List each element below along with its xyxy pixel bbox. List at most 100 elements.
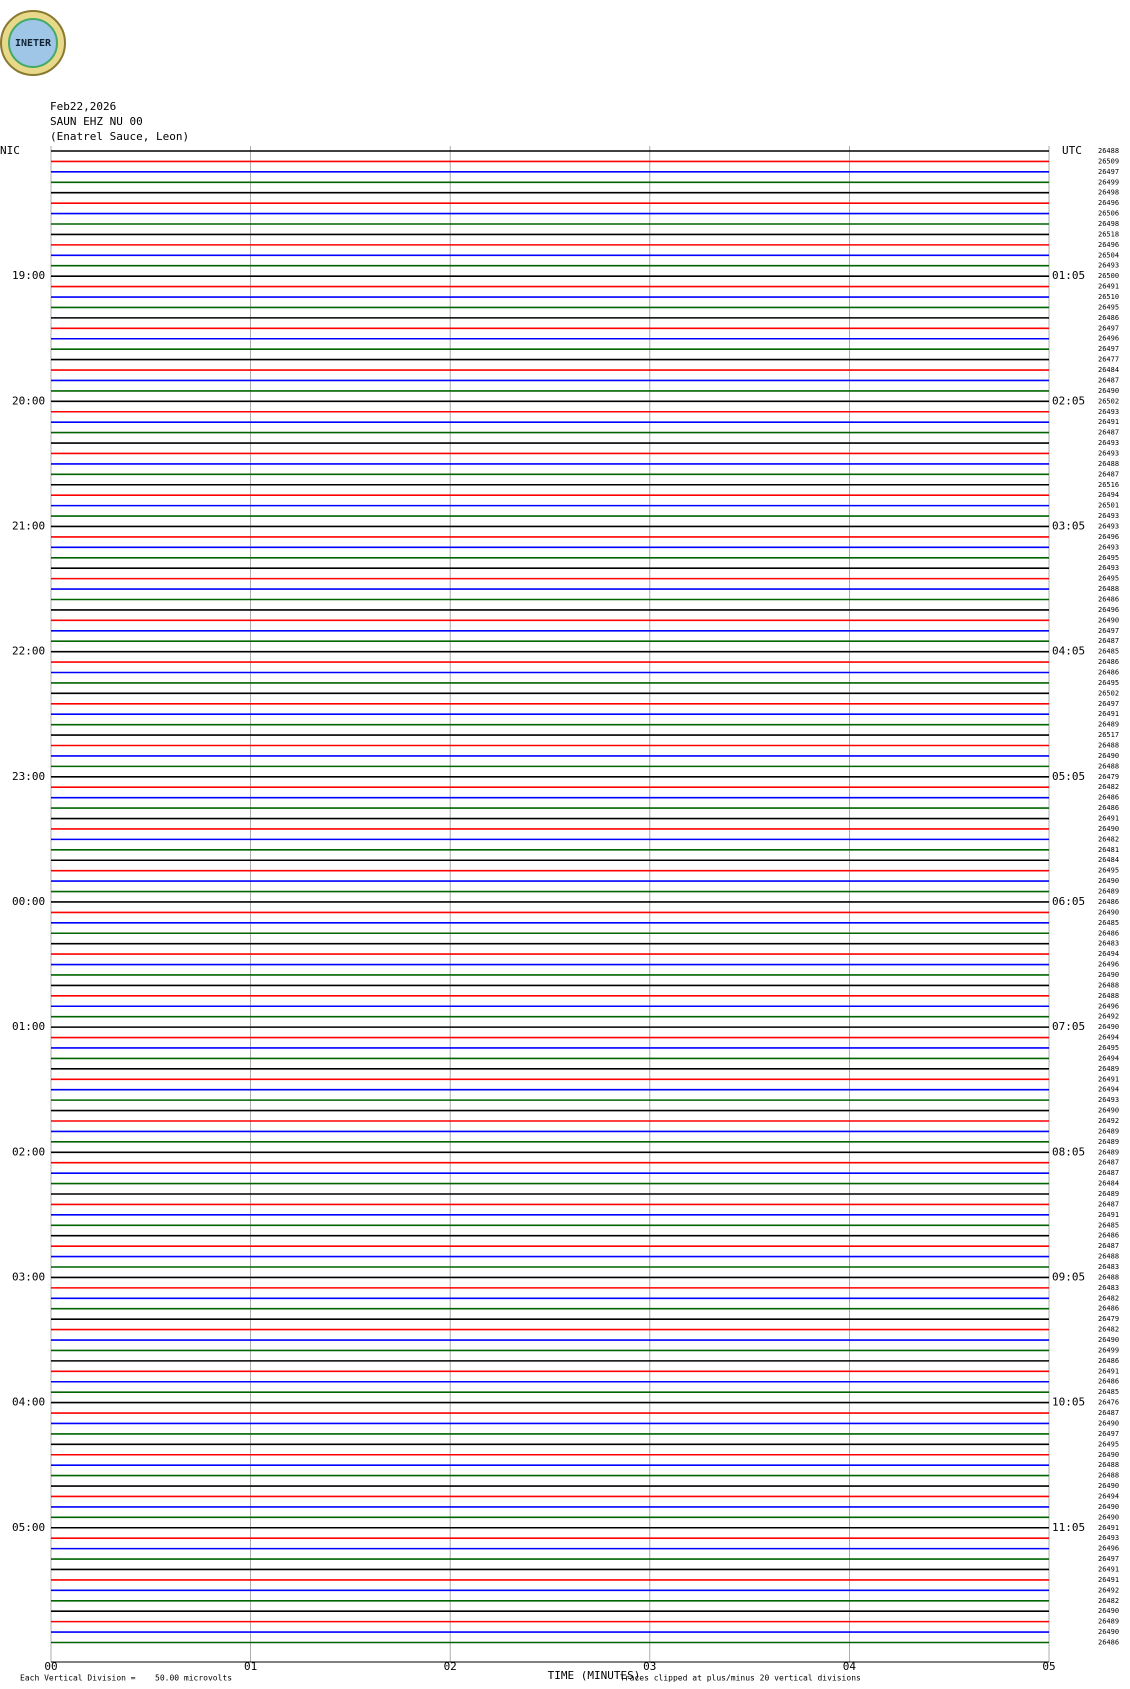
trace-count: 26498 [1098,220,1119,228]
trace-count: 26493 [1098,449,1119,457]
right-time: 05:05 [1052,770,1085,783]
x-axis-label: TIME (MINUTES) [548,1669,641,1682]
trace-count: 26484 [1098,1180,1119,1188]
right-time: 04:05 [1052,645,1085,658]
trace-count: 26496 [1098,335,1119,343]
trace-count: 26494 [1098,1034,1119,1042]
trace-count: 26487 [1098,1200,1119,1208]
trace-count: 26491 [1098,1565,1119,1573]
trace-count: 26489 [1098,1618,1119,1626]
trace-count: 26490 [1098,1607,1119,1615]
right-time: 03:05 [1052,519,1085,532]
trace-count: 26497 [1098,345,1119,353]
x-tick-label: 03 [643,1660,656,1673]
trace-count: 26484 [1098,366,1119,374]
trace-count: 26497 [1098,627,1119,635]
x-tick-label: 02 [444,1660,457,1673]
trace-count: 26485 [1098,648,1119,656]
trace-count: 26488 [1098,1461,1119,1469]
trace-count: 26495 [1098,575,1119,583]
trace-count: 26491 [1098,1211,1119,1219]
logo: INETER [0,10,66,76]
trace-count: 26495 [1098,679,1119,687]
trace-count: 26493 [1098,262,1119,270]
trace-count: 26485 [1098,1388,1119,1396]
trace-count: 26494 [1098,491,1119,499]
left-time: 23:00 [12,770,45,783]
trace-count: 26489 [1098,1148,1119,1156]
trace-count: 26488 [1098,1273,1119,1281]
logo-globe [8,18,58,68]
trace-count: 26498 [1098,189,1119,197]
trace-count: 26495 [1098,867,1119,875]
trace-count: 26482 [1098,1294,1119,1302]
trace-count: 26485 [1098,1221,1119,1229]
trace-count: 26495 [1098,1440,1119,1448]
trace-count: 26482 [1098,1326,1119,1334]
left-time: 22:00 [12,645,45,658]
right-time: 01:05 [1052,269,1085,282]
trace-count: 26496 [1098,241,1119,249]
trace-count: 26479 [1098,773,1119,781]
trace-count: 26486 [1098,794,1119,802]
trace-count: 26486 [1098,658,1119,666]
trace-count: 26486 [1098,929,1119,937]
trace-count: 26494 [1098,1054,1119,1062]
trace-count: 26493 [1098,1096,1119,1104]
trace-count: 26492 [1098,1117,1119,1125]
trace-count: 26496 [1098,606,1119,614]
trace-count: 26490 [1098,971,1119,979]
right-time: 07:05 [1052,1020,1085,1033]
trace-count: 26496 [1098,1002,1119,1010]
trace-count: 26491 [1098,283,1119,291]
trace-count: 26491 [1098,710,1119,718]
trace-count: 26490 [1098,387,1119,395]
trace-count: 26490 [1098,1336,1119,1344]
trace-count: 26490 [1098,1513,1119,1521]
trace-count: 26516 [1098,481,1119,489]
x-tick-label: 01 [244,1660,257,1673]
trace-count: 26491 [1098,1367,1119,1375]
trace-count: 26497 [1098,700,1119,708]
trace-count: 26486 [1098,898,1119,906]
trace-count: 26484 [1098,856,1119,864]
trace-count: 26494 [1098,1086,1119,1094]
x-tick-label: 04 [843,1660,857,1673]
trace-count: 26490 [1098,877,1119,885]
trace-count: 26496 [1098,199,1119,207]
x-tick-label: 00 [44,1660,57,1673]
left-time: 19:00 [12,269,45,282]
trace-count: 26490 [1098,825,1119,833]
trace-count: 26486 [1098,669,1119,677]
trace-count: 26488 [1098,981,1119,989]
right-zone: UTC [1062,144,1082,157]
trace-count: 26476 [1098,1399,1119,1407]
trace-count: 26486 [1098,1638,1119,1646]
trace-count: 26486 [1098,1232,1119,1240]
trace-count: 26490 [1098,1482,1119,1490]
trace-count: 26487 [1098,1169,1119,1177]
trace-count: 26490 [1098,1107,1119,1115]
trace-count: 26517 [1098,731,1119,739]
trace-count: 26494 [1098,950,1119,958]
trace-count: 26482 [1098,783,1119,791]
trace-count: 26488 [1098,1472,1119,1480]
left-time: 05:00 [12,1521,45,1534]
trace-count: 26489 [1098,1065,1119,1073]
right-time: 09:05 [1052,1270,1085,1283]
left-time: 21:00 [12,519,45,532]
left-time: 00:00 [12,895,45,908]
trace-count: 26506 [1098,210,1119,218]
trace-count: 26487 [1098,429,1119,437]
trace-count: 26486 [1098,595,1119,603]
trace-count: 26490 [1098,616,1119,624]
trace-count: 26488 [1098,742,1119,750]
trace-count: 26489 [1098,1190,1119,1198]
trace-count: 26497 [1098,1555,1119,1563]
trace-count: 26490 [1098,1419,1119,1427]
trace-count: 26490 [1098,1451,1119,1459]
trace-count: 26486 [1098,1378,1119,1386]
trace-count: 26483 [1098,1284,1119,1292]
trace-count: 26491 [1098,815,1119,823]
trace-count: 26509 [1098,157,1119,165]
